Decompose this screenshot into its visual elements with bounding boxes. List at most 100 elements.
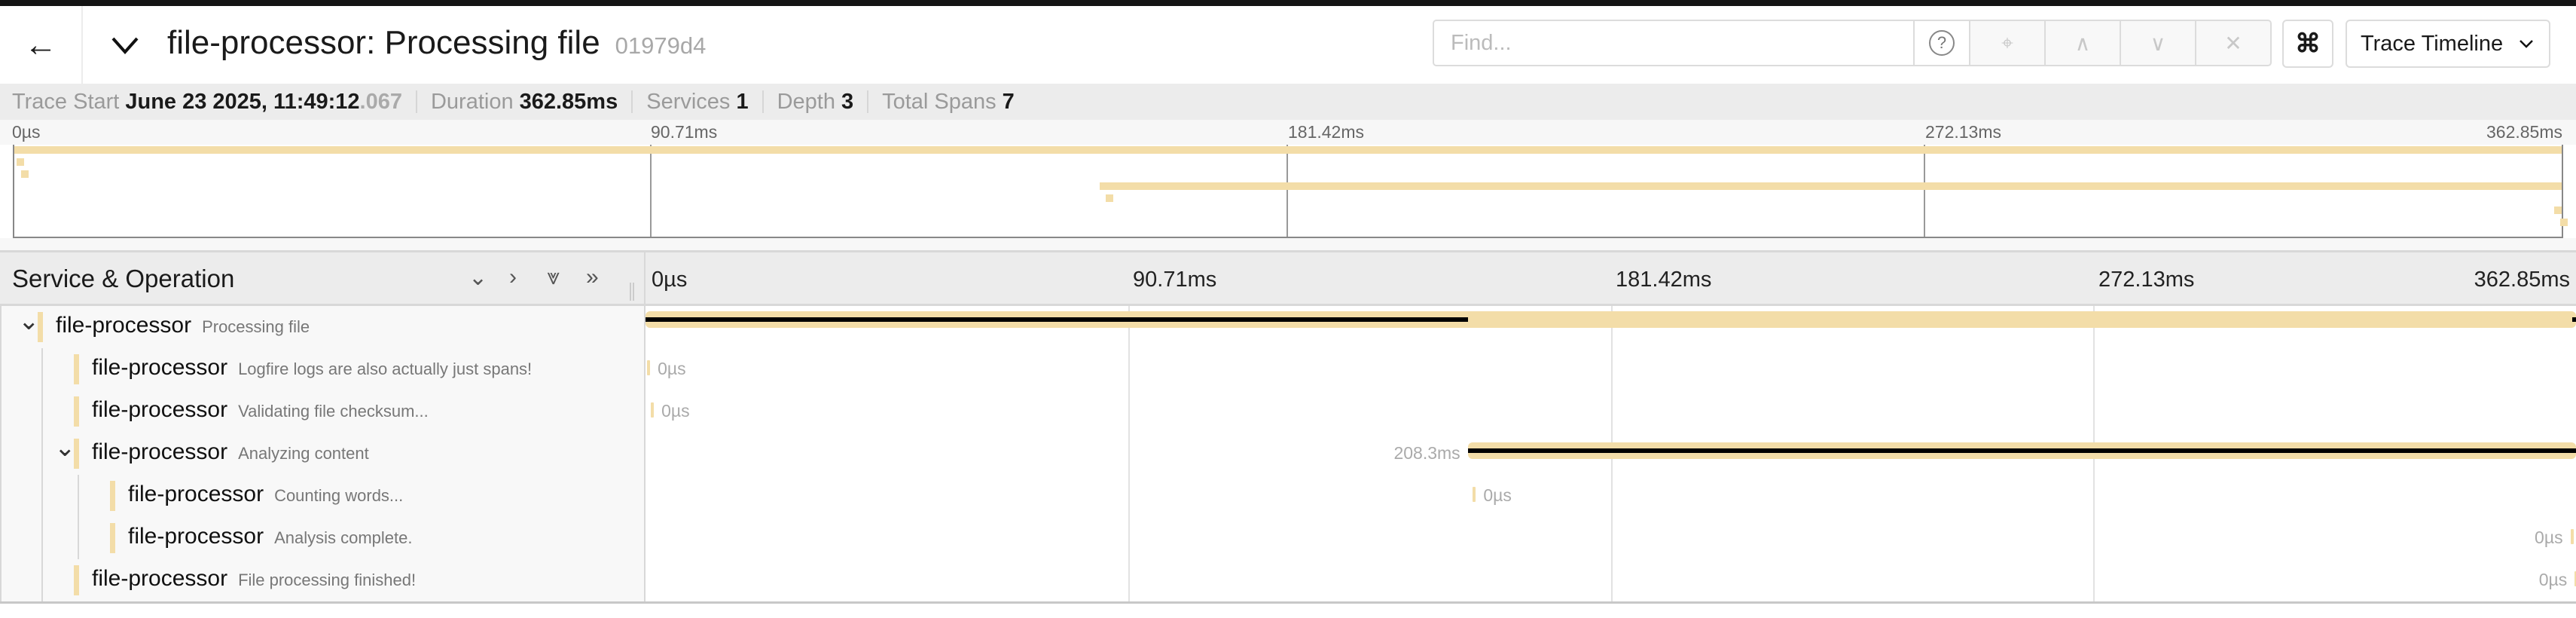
- span-bar[interactable]: [2574, 571, 2576, 586]
- span-row[interactable]: file-processor File processing finished!: [2, 559, 646, 601]
- timeline-tick: 362.85ms: [2474, 268, 2570, 292]
- operation-name: Processing file: [202, 317, 310, 336]
- command-icon: ⌘: [2295, 29, 2321, 58]
- span-row[interactable]: file-processor Counting words...: [2, 475, 646, 517]
- expand-chevron-icon[interactable]: ⌄: [18, 307, 40, 335]
- critical-path-segment: [646, 317, 1468, 322]
- timeline-header: 0µs 90.71ms 181.42ms 272.13ms 362.85ms: [646, 250, 2576, 306]
- service-name: file-processor: [128, 524, 264, 549]
- chevron-down-icon: [2520, 40, 2533, 48]
- span-duration-label: 208.3ms: [1393, 443, 1460, 463]
- span-label: file-processor Logfire logs are also actu…: [92, 355, 532, 381]
- span-label: file-processor File processing finished!: [92, 566, 416, 592]
- trace-id[interactable]: 01979d4: [615, 32, 707, 59]
- chevron-down-icon: ∨: [2150, 31, 2166, 55]
- timeline-tick: 90.71ms: [1133, 268, 1217, 292]
- locate-button[interactable]: ⌖: [1970, 20, 2046, 66]
- minimap-span: [1106, 194, 1114, 202]
- span-timeline: 0µs 0µs 208.3ms 0µs 0µs 0µs: [646, 306, 2576, 601]
- timeline-tick: 0µs: [652, 268, 688, 292]
- total-spans-label: Total Spans: [882, 89, 997, 114]
- services-value: 1: [736, 89, 749, 114]
- span-row[interactable]: file-processor Logfire logs are also actu…: [2, 348, 646, 390]
- collapse-toggle[interactable]: [102, 23, 148, 68]
- span-bar[interactable]: [2570, 529, 2574, 544]
- minimap-tick: 181.42ms: [1288, 122, 1365, 142]
- span-bar[interactable]: [647, 360, 651, 375]
- close-icon: ✕: [2224, 31, 2242, 55]
- back-button[interactable]: ←: [0, 6, 83, 84]
- span-color-marker: [74, 439, 79, 469]
- minimap-tick: 272.13ms: [1925, 122, 2002, 142]
- span-label: file-processor Processing file: [56, 313, 310, 338]
- next-match-button[interactable]: ∨: [2121, 20, 2196, 66]
- view-select[interactable]: Trace Timeline: [2346, 20, 2550, 68]
- span-bar[interactable]: [651, 402, 655, 418]
- previous-match-button[interactable]: ∧: [2046, 20, 2121, 66]
- column-resize-handle[interactable]: [630, 283, 634, 301]
- collapse-all-icon[interactable]: ⩔: [547, 265, 560, 289]
- critical-path-segment: [1467, 448, 2576, 453]
- minimap-gridline: [1923, 145, 1925, 237]
- collapse-one-level-icon[interactable]: ⌄: [469, 265, 488, 290]
- minimap-span: [2554, 207, 2562, 214]
- expand-one-level-icon[interactable]: ›: [509, 265, 517, 289]
- span-bar[interactable]: [646, 311, 2576, 328]
- expand-all-icon[interactable]: »: [586, 265, 599, 289]
- duration-value: 362.85ms: [519, 89, 618, 114]
- span-color-marker: [110, 523, 115, 553]
- tree-header: Service & Operation ⌄ › ⩔ »: [0, 250, 646, 306]
- operation-name: Validating file checksum...: [238, 402, 429, 421]
- operation-name: Counting words...: [274, 486, 404, 505]
- span-row[interactable]: file-processor Analysis complete.: [2, 517, 646, 559]
- tree-header-title: Service & Operation: [12, 265, 235, 292]
- span-label: file-processor Analyzing content: [92, 439, 369, 465]
- tree-guide-line: [78, 475, 79, 559]
- clear-find-button[interactable]: ✕: [2196, 20, 2272, 66]
- span-duration-label: 0µs: [2538, 570, 2568, 589]
- timeline-tick: 272.13ms: [2098, 268, 2195, 292]
- span-duration-label: 0µs: [661, 401, 690, 421]
- duration-label: Duration: [430, 89, 514, 114]
- minimap-span: [16, 158, 24, 166]
- depth-value: 3: [841, 89, 854, 114]
- span-row[interactable]: ⌄ file-processor Analyzing content: [2, 433, 646, 475]
- span-label: file-processor Validating file checksum..…: [92, 397, 429, 423]
- minimap-span: [1099, 182, 2562, 190]
- operation-name: Logfire logs are also actually just span…: [238, 359, 533, 378]
- span-tree: ⌄ file-processor Processing file file-proce…: [0, 306, 646, 601]
- expand-chevron-icon[interactable]: ⌄: [54, 433, 76, 462]
- minimap-span: [2559, 219, 2568, 226]
- minimap-tick: 90.71ms: [651, 122, 718, 142]
- span-color-marker: [110, 481, 115, 511]
- trace-start-ms: .067: [359, 89, 402, 114]
- span-duration-label: 0µs: [2535, 528, 2563, 547]
- minimap-tick: 0µs: [12, 122, 41, 142]
- span-color-marker: [74, 565, 79, 595]
- operation-name: File processing finished!: [238, 571, 417, 589]
- find-input[interactable]: [1433, 20, 1915, 66]
- span-row[interactable]: file-processor Validating file checksum..…: [2, 390, 646, 433]
- divider: [762, 90, 764, 113]
- span-duration-label: 0µs: [1483, 485, 1512, 505]
- find-help-button[interactable]: ?: [1915, 20, 1970, 66]
- trace-start-label: Trace Start: [12, 89, 120, 114]
- trace-minimap[interactable]: [13, 145, 2568, 238]
- service-name: file-processor: [56, 313, 192, 338]
- trace-title: file-processor: Processing file: [167, 24, 600, 61]
- header: ← file-processor: Processing file 01979d…: [0, 6, 2576, 84]
- keyboard-shortcuts-button[interactable]: ⌘: [2282, 20, 2333, 68]
- minimap-gridline: [649, 145, 652, 237]
- arrow-left-icon: ←: [24, 26, 57, 63]
- minimap-gridline: [1286, 145, 1288, 237]
- span-bar[interactable]: [1473, 487, 1476, 502]
- span-color-marker: [74, 354, 79, 384]
- chevron-down-icon: [111, 37, 139, 55]
- tree-guide-line: [41, 348, 43, 601]
- minimap-ticks: 0µs 90.71ms 181.42ms 272.13ms 362.85ms: [0, 120, 2576, 145]
- span-duration-label: 0µs: [658, 359, 686, 378]
- span-color-marker: [74, 396, 79, 427]
- trace-summary-bar: Trace Start June 23 2025, 11:49:12.067 Du…: [0, 84, 2576, 120]
- bottom-border: [0, 601, 2576, 604]
- span-row[interactable]: ⌄ file-processor Processing file: [2, 306, 646, 348]
